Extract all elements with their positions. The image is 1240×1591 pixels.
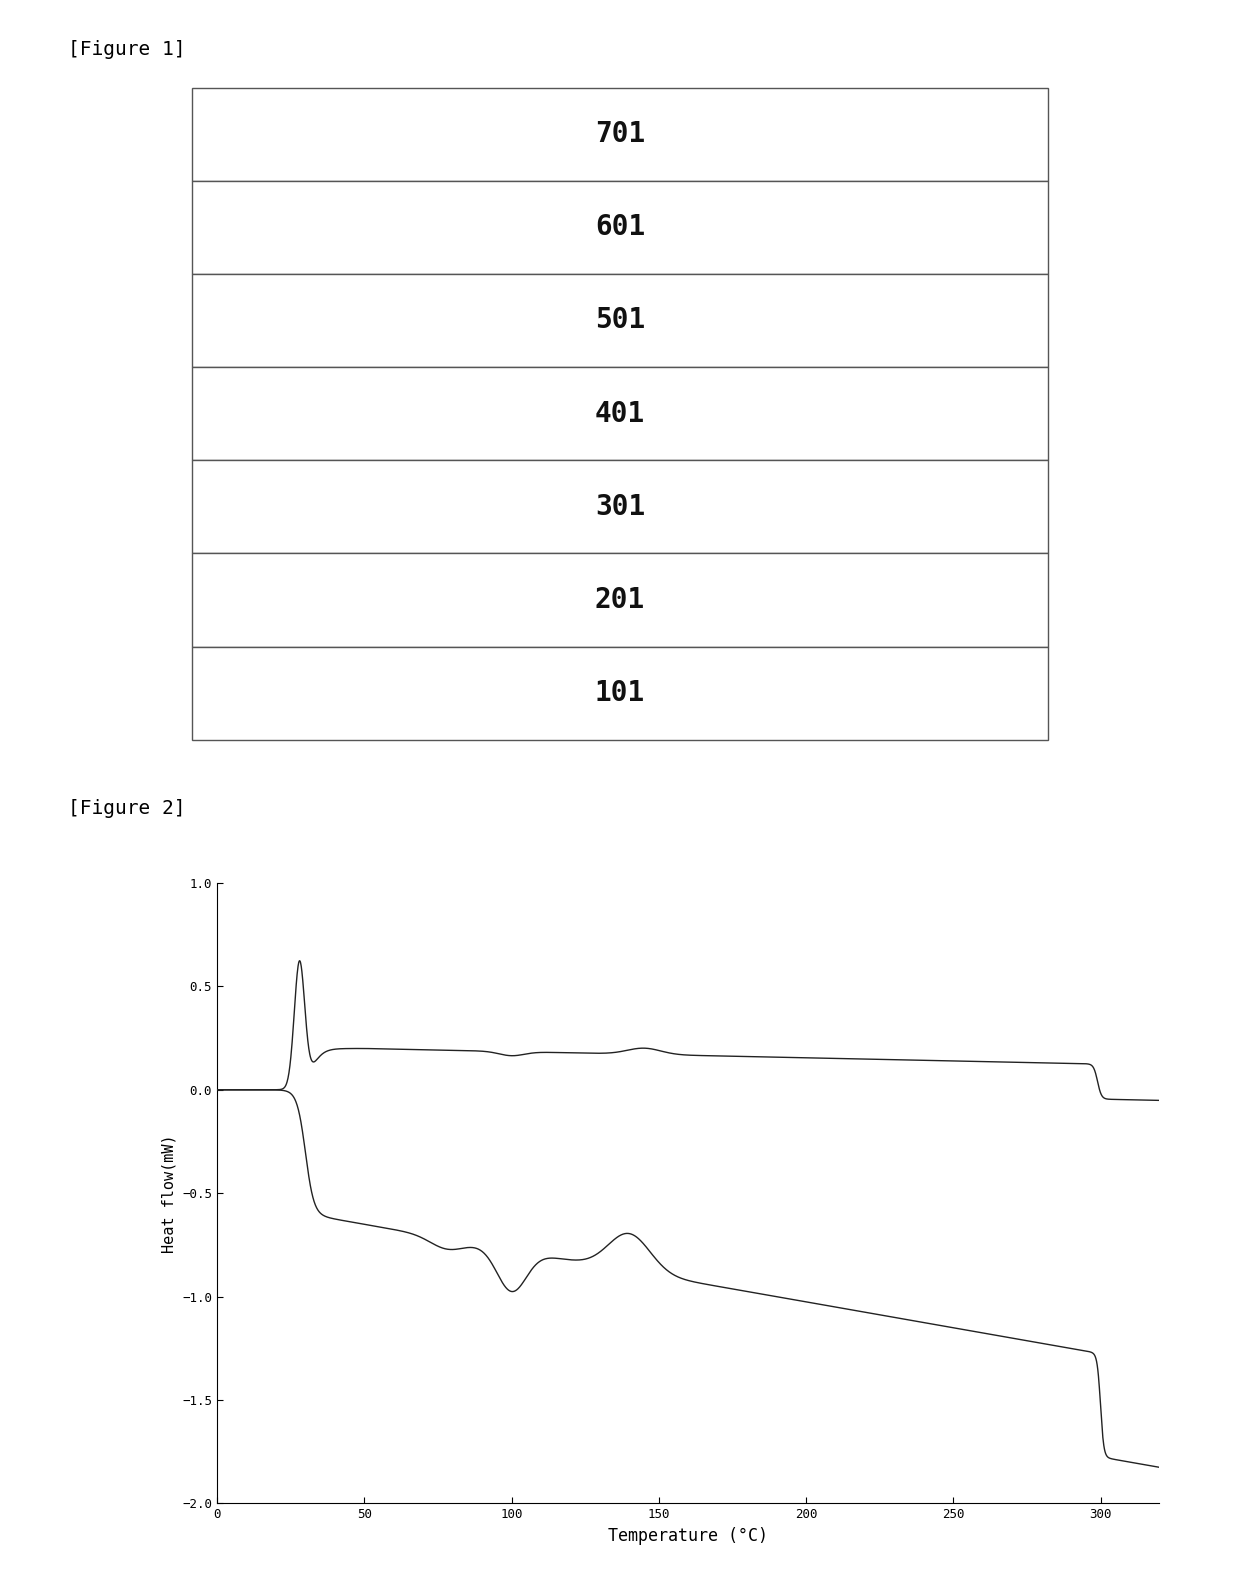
Text: 301: 301 [595,493,645,520]
Text: 401: 401 [595,399,645,428]
Text: [Figure 2]: [Figure 2] [68,799,186,818]
Y-axis label: Heat flow(mW): Heat flow(mW) [161,1134,176,1252]
Text: [Figure 1]: [Figure 1] [68,40,186,59]
Text: 101: 101 [595,679,645,708]
Text: 201: 201 [595,585,645,614]
Text: 501: 501 [595,307,645,334]
Text: 701: 701 [595,119,645,148]
X-axis label: Temperature (°C): Temperature (°C) [608,1527,769,1545]
Text: 601: 601 [595,213,645,242]
